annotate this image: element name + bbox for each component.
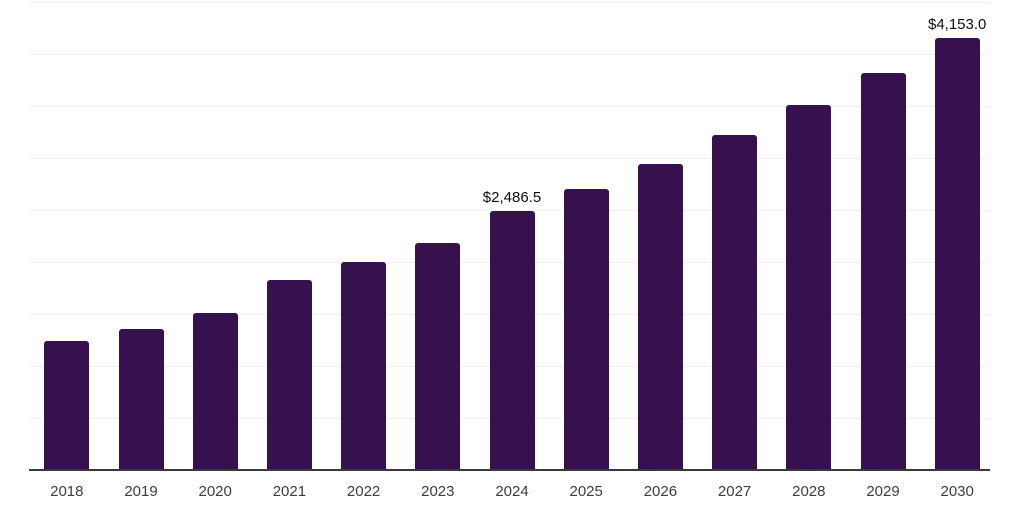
x-tick-label-2024: 2024 xyxy=(495,483,529,500)
gridline-3000 xyxy=(29,158,990,159)
bar-2018 xyxy=(44,341,90,470)
x-tick-label-2030: 2030 xyxy=(940,483,974,500)
x-tick-label-2027: 2027 xyxy=(717,483,752,500)
bar-2019 xyxy=(118,329,164,470)
bar-2028 xyxy=(786,104,832,470)
bar-2027 xyxy=(712,135,758,470)
bar-2029 xyxy=(860,72,906,470)
x-tick-label-2021: 2021 xyxy=(272,483,307,500)
x-tick-label-2029: 2029 xyxy=(866,483,900,500)
x-tick-label-2022: 2022 xyxy=(346,483,381,500)
gridline-3500 xyxy=(29,106,990,107)
x-tick-label-2018: 2018 xyxy=(50,483,84,500)
x-tick-label-2019: 2019 xyxy=(124,483,158,500)
bar-2023 xyxy=(415,243,461,470)
gridline-4500 xyxy=(29,2,990,3)
x-tick-label-2026: 2026 xyxy=(643,483,678,500)
x-tick-label-2023: 2023 xyxy=(421,483,455,500)
gridline-2500 xyxy=(29,210,990,211)
bar-2025 xyxy=(563,188,609,470)
x-tick-label-2028: 2028 xyxy=(792,483,826,500)
bar-2022 xyxy=(341,262,387,470)
gridline-4000 xyxy=(29,54,990,55)
x-tick-label-2025: 2025 xyxy=(569,483,603,500)
bar-2030 xyxy=(934,38,980,470)
bar-2020 xyxy=(192,313,238,470)
data-label-2030: $4,153.0 xyxy=(927,16,987,34)
bar-2024 xyxy=(489,211,535,470)
bar-2021 xyxy=(266,280,312,470)
bar-2026 xyxy=(637,163,683,470)
x-tick-label-2020: 2020 xyxy=(198,483,232,500)
data-label-2024: $2,486.5 xyxy=(482,189,542,207)
x-axis-line xyxy=(29,469,990,471)
